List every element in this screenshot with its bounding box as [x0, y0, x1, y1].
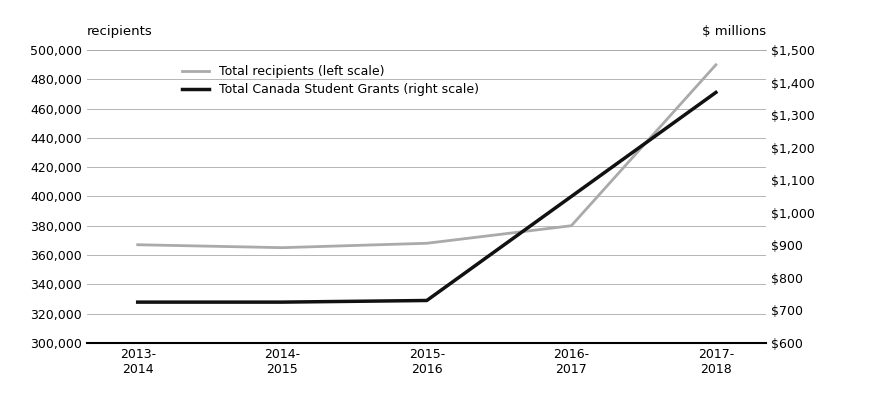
Text: $ millions: $ millions [702, 25, 766, 38]
Text: recipients: recipients [87, 25, 152, 38]
Legend: Total recipients (left scale), Total Canada Student Grants (right scale): Total recipients (left scale), Total Can… [182, 65, 479, 96]
